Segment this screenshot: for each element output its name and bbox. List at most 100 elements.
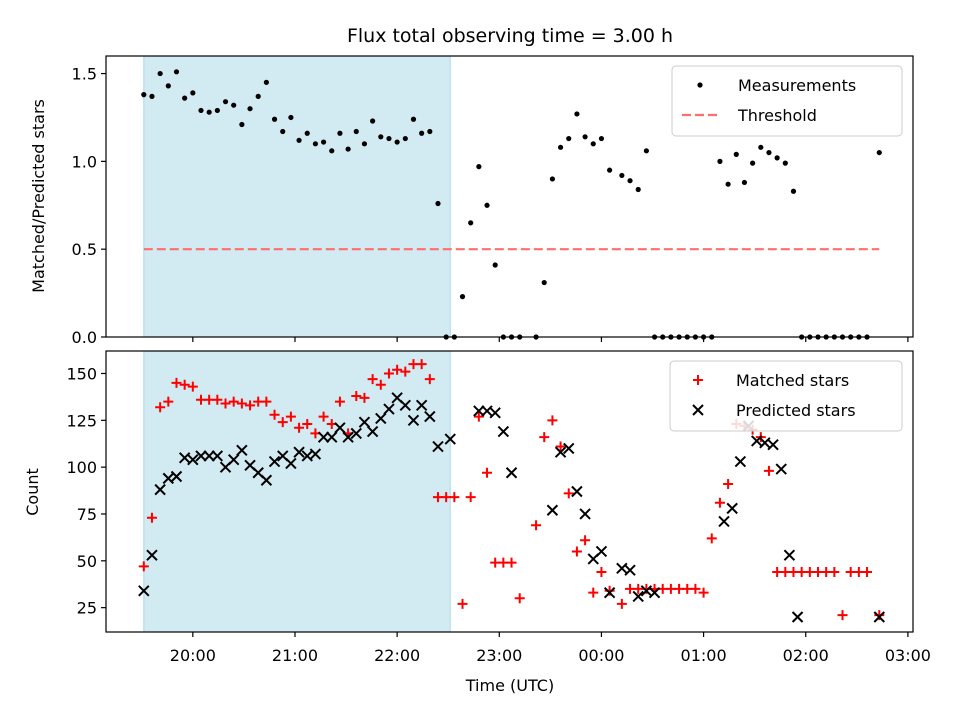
predicted-star-point <box>301 450 313 462</box>
matched-star-point <box>580 535 591 546</box>
predicted-star-point <box>293 446 305 458</box>
measurement-point <box>304 130 310 136</box>
measurement-point <box>182 95 188 101</box>
matched-star-point <box>285 411 296 422</box>
predicted-star-point <box>358 416 371 428</box>
measurement-point <box>329 148 335 154</box>
predicted-star-point <box>154 483 166 496</box>
predicted-star-point <box>473 405 485 417</box>
matched-star-point <box>531 520 542 531</box>
matched-star-point <box>351 390 362 401</box>
predicted-star-point <box>718 515 730 528</box>
x-tick-label: 21:00 <box>272 646 318 665</box>
predicted-star-point <box>366 425 379 438</box>
matched-star-point <box>367 374 378 385</box>
measurement-point <box>214 107 220 114</box>
measurement-point <box>459 294 466 300</box>
measurement-point <box>627 178 633 184</box>
measurement-point <box>419 130 425 136</box>
legend-label: Measurements <box>738 76 856 95</box>
matched-star-point <box>294 422 305 433</box>
legend-box <box>669 360 903 432</box>
measurement-point <box>733 151 739 157</box>
measurement-point <box>582 134 588 140</box>
measurement-point <box>717 158 723 164</box>
measurement-point <box>141 92 147 98</box>
legend-label: Matched stars <box>736 371 849 390</box>
measurement-point <box>468 220 474 226</box>
matched-star-point <box>187 381 198 392</box>
matched-star-point <box>334 396 345 407</box>
matched-star-point <box>763 465 774 476</box>
measurement-point <box>476 164 482 170</box>
predicted-star-point <box>734 455 747 468</box>
measurement-point <box>288 114 294 121</box>
measurement-point <box>239 121 245 128</box>
matched-star-point <box>179 379 190 390</box>
predicted-star-point <box>603 586 616 599</box>
y-tick-label: 50 <box>77 552 97 571</box>
y-tick-label: 1.5 <box>72 65 97 84</box>
measurement-point <box>280 128 286 135</box>
top-panel-ratio: 0.0 0.5 1.0 1.5 Measurements Threshold <box>72 55 914 347</box>
y-tick-label: 150 <box>66 364 97 383</box>
predicted-star-point <box>632 590 644 603</box>
predicted-star-point <box>399 399 412 412</box>
series-predicted-stars <box>138 392 885 623</box>
measurement-point <box>255 93 261 99</box>
measurement-point <box>566 135 572 142</box>
measurement-point <box>492 262 498 268</box>
x-tick-label: 03:00 <box>885 646 931 665</box>
measurement-point <box>320 139 327 145</box>
bottom-panel-counts: 25 50 75 100 125 150 20:00 21:00 22:00 23:00 00:00… <box>66 350 931 665</box>
predicted-star-point <box>505 467 518 479</box>
predicted-star-point <box>236 444 248 456</box>
matched-star-point <box>261 396 272 407</box>
predicted-star-point <box>791 611 804 623</box>
measurement-point <box>549 176 556 182</box>
predicted-star-point <box>350 427 362 440</box>
legend: Matched stars Predicted stars <box>669 360 903 432</box>
chart-title: Flux total observing time = 3.00 h <box>347 25 673 47</box>
measurement-point <box>173 69 180 75</box>
predicted-star-point <box>554 446 567 458</box>
measurement-point <box>386 135 392 142</box>
matched-star-point <box>698 587 709 598</box>
matched-star-point <box>155 402 166 413</box>
matched-star-point <box>723 479 734 490</box>
legend-label: Predicted stars <box>736 401 856 420</box>
matched-star-point <box>604 585 615 596</box>
predicted-star-point <box>424 410 436 423</box>
predicted-star-point <box>326 431 338 443</box>
predicted-star-point <box>648 586 661 599</box>
matched-star-point <box>690 583 701 594</box>
matched-star-point <box>465 492 476 503</box>
matched-star-point <box>416 359 427 370</box>
measurement-point <box>312 141 319 147</box>
x-tick-label: 02:00 <box>783 646 829 665</box>
predicted-star-point <box>268 455 281 468</box>
predicted-star-point <box>783 549 796 561</box>
matched-star-point <box>506 557 517 568</box>
bottom-y-axis-label: Count <box>23 468 42 516</box>
measurement-point <box>598 135 605 142</box>
predicted-star-point <box>640 585 653 597</box>
predicted-star-point <box>726 502 738 515</box>
legend-box <box>671 65 903 137</box>
matched-star-point <box>596 567 607 578</box>
measurement-point <box>353 128 359 135</box>
predicted-star-point <box>170 470 183 483</box>
predicted-star-point <box>260 474 273 486</box>
measurement-point <box>410 116 417 122</box>
matched-star-point <box>424 374 435 385</box>
measurement-point <box>271 116 278 122</box>
matched-star-point <box>359 392 370 403</box>
x-tick-label: 22:00 <box>374 646 420 665</box>
x-tick-label: 01:00 <box>681 646 727 665</box>
measurement-point <box>766 149 772 156</box>
matched-star-point <box>457 598 468 609</box>
observing-window-shade <box>143 350 451 633</box>
measurement-point <box>337 130 343 136</box>
y-tick-label: 0.0 <box>72 328 97 347</box>
matched-star-point <box>473 411 484 422</box>
